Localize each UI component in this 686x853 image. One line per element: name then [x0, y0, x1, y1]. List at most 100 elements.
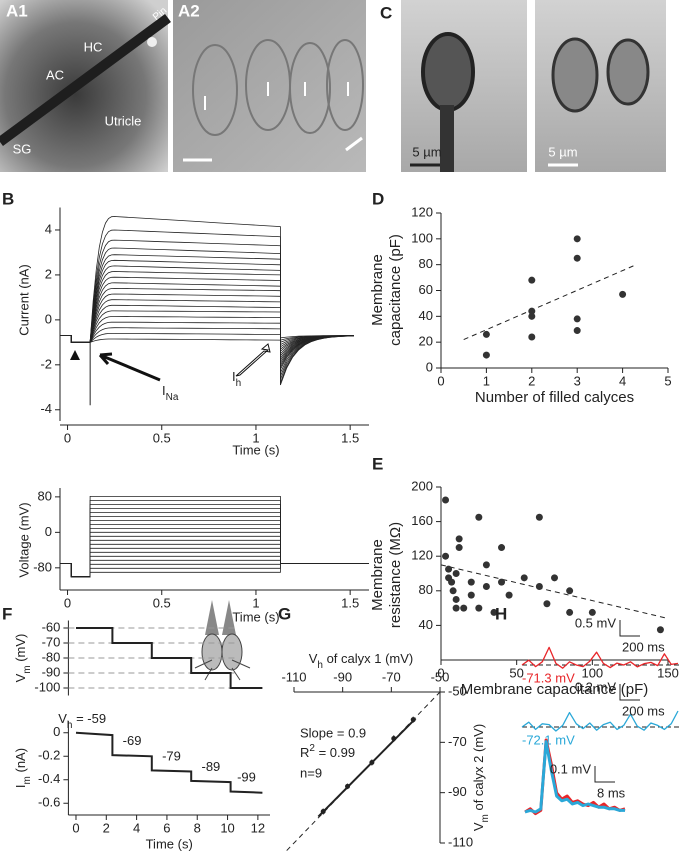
x-axis-label-part: V [309, 651, 318, 666]
y-axis-label: resistance (MΩ) [387, 522, 404, 628]
point [482, 561, 490, 569]
x-tick-label: 0 [64, 595, 71, 610]
point [528, 312, 536, 320]
y-tick-label: 120 [411, 204, 433, 219]
current-trace [60, 282, 354, 362]
x-tick-label: -110 [281, 669, 306, 684]
pin [0, 13, 171, 147]
voltage-trace [60, 496, 369, 578]
y-axis-label: Vm (mV) [13, 634, 33, 683]
voltage-trace [60, 563, 369, 578]
y-tick-label: -110 [448, 834, 473, 849]
point [482, 330, 490, 338]
photo-c [401, 0, 666, 172]
point [566, 608, 574, 616]
step-label-value: -99 [237, 770, 256, 785]
point [442, 552, 450, 560]
scale-label: 8 ms [597, 785, 626, 800]
voltage-trace [60, 516, 369, 578]
step-label-value: -69 [123, 734, 142, 749]
y-tick-label: -60 [42, 619, 61, 634]
point [520, 574, 528, 582]
voltage-trace [60, 531, 369, 578]
panel-label: H [495, 604, 507, 623]
point [449, 587, 457, 595]
point [573, 254, 581, 262]
y-tick-label: 160 [411, 513, 433, 528]
photo-a2 [173, 0, 366, 172]
arrow [235, 343, 271, 377]
point [448, 578, 456, 586]
x-tick-label: 150 [657, 665, 679, 680]
fit-line [317, 717, 417, 818]
panel-label: C [380, 3, 392, 22]
y-axis-label: Membrane [369, 254, 386, 326]
stat-part: 2 [309, 743, 315, 754]
y-axis-label-part: (nA) [13, 748, 28, 776]
scale-label: 200 ms [622, 639, 665, 654]
x-axis-label: Membrane capacitance (pF) [461, 681, 649, 698]
point [455, 544, 463, 552]
y-tick-label: 200 [411, 478, 433, 493]
y-tick-label: 20 [419, 334, 433, 349]
electrode [205, 600, 236, 635]
y-tick-label: -80 [42, 649, 61, 664]
scale-bar [619, 620, 640, 637]
arrow [98, 352, 161, 382]
step-label-value: -89 [201, 759, 220, 774]
y-tick-label: 0 [426, 359, 433, 374]
point [573, 235, 581, 243]
x-tick-label: 12 [251, 820, 265, 835]
image-label: Utricle [105, 113, 142, 128]
stat: Slope = 0.9 [300, 725, 366, 740]
panel-label: E [372, 454, 383, 473]
step-trace [76, 627, 263, 689]
step-label: -79 [162, 749, 181, 764]
point [656, 626, 664, 634]
y-tick-label: -100 [34, 679, 60, 694]
point [535, 513, 543, 521]
point [482, 582, 490, 590]
bubble [147, 37, 157, 47]
point [566, 587, 574, 595]
y-axis-label: Voltage (mV) [16, 502, 31, 577]
cell [326, 39, 364, 131]
point [551, 574, 558, 582]
scale-label: 0.1 mV [550, 761, 592, 776]
point [528, 333, 536, 341]
x-tick-label: 4 [133, 820, 140, 835]
x-tick-label: 2 [103, 820, 110, 835]
image-label: SG [13, 141, 32, 156]
point [391, 736, 397, 742]
x-tick-label: 10 [220, 820, 234, 835]
x-tick-label: 1 [252, 430, 259, 445]
point [528, 307, 536, 315]
point [482, 351, 490, 359]
stat-part: = 0.99 [315, 745, 355, 760]
point [490, 608, 498, 616]
x-axis-label: Number of filled calyces [475, 389, 634, 406]
step-label: -99 [237, 770, 256, 785]
x-tick-label: 5 [664, 373, 671, 388]
cell [289, 42, 331, 134]
x-tick-label: 2 [528, 373, 535, 388]
scale-bar-label: 5 µm [412, 144, 441, 159]
point [345, 783, 351, 789]
current-trace [60, 310, 354, 350]
y-axis-label-part: m [22, 665, 33, 673]
y-tick-label: 0 [45, 311, 52, 326]
voltage-trace [60, 563, 369, 578]
trace [521, 710, 679, 732]
stat-part: R [300, 745, 309, 760]
x-tick-label: -70 [382, 669, 401, 684]
current-trace [60, 287, 354, 360]
y-tick-label: 120 [411, 548, 433, 563]
point [498, 544, 506, 552]
baseline-label: -71.3 mV [522, 670, 575, 685]
step-label-value: -59 [87, 711, 106, 726]
y-tick-label: 2 [45, 266, 52, 281]
point [573, 315, 581, 323]
y-tick-label: 80 [419, 256, 433, 271]
x-axis-label: Time (s) [146, 836, 193, 851]
calyx [551, 37, 599, 113]
